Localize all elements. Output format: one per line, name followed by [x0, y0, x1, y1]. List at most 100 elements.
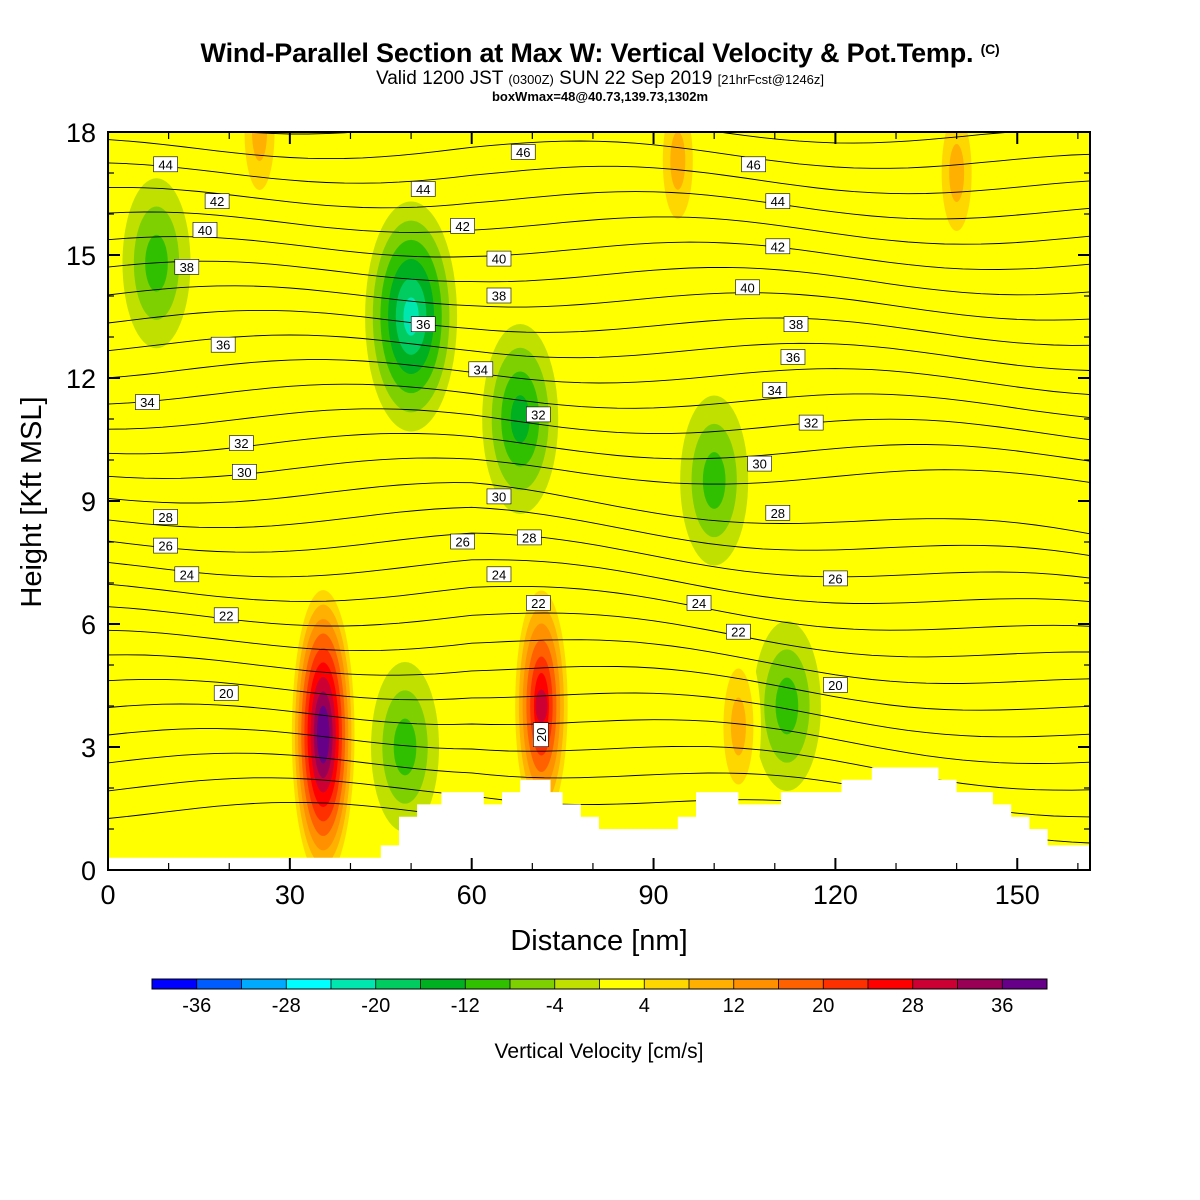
colorbar-swatch	[733, 979, 779, 989]
colorbar-tick-label: -4	[546, 995, 564, 1017]
theta-label-box	[735, 279, 760, 296]
theta-label-box	[410, 181, 436, 197]
colorbar-tick-label: -20	[361, 995, 390, 1017]
theta-label-24: 24	[486, 566, 512, 583]
theta-contour-40	[108, 236, 1090, 270]
theta-label-text: 46	[746, 157, 760, 172]
theta-label-text: 40	[198, 223, 212, 238]
theta-label-11: 22	[213, 607, 239, 623]
theta-contour-24	[108, 629, 1090, 684]
theta-label-text: 22	[731, 625, 745, 640]
theta-label-box	[192, 222, 218, 238]
velocity-cell-9-3	[949, 144, 965, 202]
y-tick-label: 18	[66, 118, 96, 148]
theta-label-text: 38	[789, 317, 803, 332]
velocity-cell-7-3	[252, 132, 268, 161]
colorbar-swatch	[912, 979, 958, 989]
y-tick-label: 0	[81, 856, 96, 886]
theta-contour-46	[108, 90, 1090, 117]
theta-label-box	[232, 463, 257, 480]
theta-label-0: 44	[153, 156, 178, 172]
theta-label-box	[798, 414, 824, 431]
theta-label-text: 36	[216, 338, 230, 353]
theta-label-12: 20	[213, 685, 239, 702]
theta-label-3: 38	[174, 258, 200, 275]
theta-label-box	[741, 156, 766, 173]
colorbar-swatch	[510, 979, 556, 989]
valid-time-local: Valid 1200 JST	[375, 68, 504, 89]
theta-contour-34	[108, 383, 1090, 419]
theta-label-text: 24	[180, 567, 194, 582]
theta-label-8: 28	[153, 509, 178, 525]
colorbar-tick-label: -28	[272, 995, 301, 1017]
theta-label-text: 28	[771, 506, 785, 521]
colorbar-swatch	[1002, 979, 1048, 989]
theta-label-box	[533, 722, 549, 748]
theta-label-18: 36	[410, 316, 436, 332]
theta-contour-28	[108, 532, 1090, 579]
theta-label-box	[486, 566, 512, 583]
theta-label-2: 40	[192, 222, 218, 238]
theta-label-box	[174, 566, 200, 583]
theta-label-37: 26	[823, 570, 848, 586]
colorbar-swatch	[286, 979, 332, 989]
theta-label-text: 22	[219, 608, 233, 623]
theta-contour-29	[108, 506, 1090, 557]
y-tick-label: 6	[81, 610, 96, 640]
theta-label-text: 30	[492, 489, 506, 504]
theta-label-30: 40	[735, 279, 760, 296]
theta-label-box	[229, 435, 254, 451]
velocity-cell-0-1	[149, 370, 189, 509]
plot-area	[108, 90, 1090, 870]
x-tick-label: 90	[639, 880, 669, 910]
x-tick-label: 60	[457, 880, 487, 910]
theta-label-1: 42	[204, 193, 230, 209]
theta-label-text: 26	[828, 571, 842, 586]
theta-label-17: 38	[486, 287, 512, 304]
theta-label-box	[765, 238, 791, 255]
theta-label-38: 24	[686, 595, 712, 611]
theta-label-box	[153, 509, 178, 525]
theta-label-text: 34	[768, 383, 782, 398]
theta-label-box	[450, 533, 475, 550]
velocity-cell-8-3	[730, 697, 746, 756]
colorbar-title: Vertical Velocity [cm/s]	[495, 1040, 704, 1063]
theta-label-text: 20	[828, 678, 842, 693]
velocity-cell-10-4	[510, 395, 530, 443]
theta-label-text: 44	[771, 194, 785, 209]
colorbar-swatch	[554, 979, 600, 989]
theta-label-23: 26	[450, 533, 475, 550]
theta-label-15: 42	[450, 218, 475, 234]
plot-background	[108, 132, 1090, 870]
theta-label-28: 44	[765, 193, 791, 209]
theta-contour-45	[241, 132, 1017, 144]
velocity-cell-13-11	[317, 720, 330, 750]
theta-label-text: 30	[237, 465, 251, 480]
theta-label-box	[823, 677, 848, 693]
theta-label-box	[204, 193, 230, 209]
colorbar-swatch	[465, 979, 511, 989]
theta-contour-27	[108, 559, 1090, 604]
theta-label-9: 26	[153, 537, 178, 554]
theta-label-text: 20	[534, 727, 549, 741]
theta-label-text: 32	[531, 407, 545, 422]
theta-label-4: 36	[210, 336, 236, 353]
velocity-cell-1-1	[270, 514, 310, 652]
theta-contour-23	[108, 654, 1090, 711]
velocity-cell-6-3	[670, 132, 686, 190]
theta-label-22: 28	[516, 529, 542, 545]
theta-label-25: 22	[526, 595, 551, 611]
theta-label-text: 28	[522, 530, 536, 545]
theta-label-text: 28	[158, 510, 172, 525]
theta-label-box	[213, 685, 239, 702]
theta-label-box	[765, 193, 791, 209]
colorbar-swatch	[957, 979, 1003, 989]
terrain	[108, 767, 1090, 870]
theta-label-33: 34	[762, 381, 788, 398]
theta-label-5: 34	[135, 394, 160, 410]
theta-label-19: 34	[468, 361, 494, 377]
theta-label-7: 30	[232, 463, 257, 480]
theta-label-text: 22	[531, 596, 545, 611]
valid-date: SUN 22 Sep 2019	[559, 68, 713, 89]
